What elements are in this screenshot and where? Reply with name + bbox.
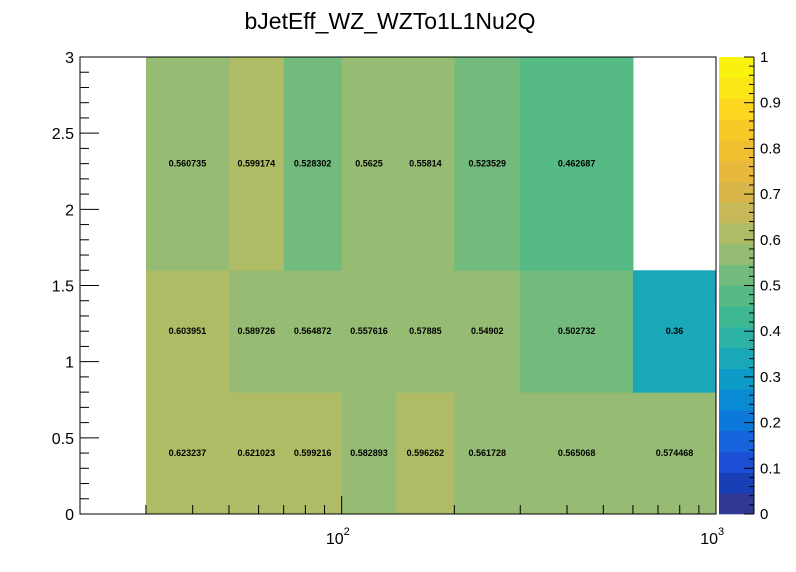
palette-swatch	[719, 202, 754, 224]
heatmap-cell	[454, 270, 521, 393]
cell-value-label: 0.596262	[407, 448, 445, 458]
cell-value-label: 0.621023	[238, 448, 276, 458]
palette-swatch	[719, 181, 754, 203]
cell-value-label: 0.565068	[558, 448, 596, 458]
y-tick-label: 1	[65, 355, 74, 372]
palette-swatch	[719, 160, 754, 182]
heatmap-cell	[341, 270, 397, 393]
palette-swatch	[719, 389, 754, 411]
cell-value-label: 0.523529	[469, 159, 507, 169]
heatmap-cell	[396, 57, 455, 271]
heatmap-cell	[454, 392, 521, 515]
heatmap-cell-labels: 0.623237 0.621023 0.599216 0.582893 0.596262…	[169, 159, 694, 458]
palette-tick-label: 0	[760, 506, 768, 523]
y-tick-label: 0	[65, 507, 74, 524]
palette-swatch	[719, 285, 754, 307]
heatmap-cell	[145, 270, 230, 393]
palette-swatch	[719, 327, 754, 349]
cell-value-label: 0.574468	[656, 448, 694, 458]
heatmap-cell	[520, 392, 634, 515]
x-tick-base: 10	[700, 531, 718, 548]
palette-swatch	[719, 306, 754, 328]
chart-title: bJetEff_WZ_WZTo1L1Nu2Q	[244, 8, 535, 34]
cell-value-label: 0.502732	[558, 326, 596, 336]
x-tick-exponent: 2	[344, 526, 350, 538]
cell-value-label: 0.55814	[409, 159, 442, 169]
heatmap-cell	[396, 392, 455, 515]
heatmap-cell	[632, 270, 717, 393]
heatmap-cell	[396, 270, 455, 393]
palette-swatch	[719, 451, 754, 473]
heatmap-cell	[341, 392, 397, 515]
palette-swatch	[719, 430, 754, 452]
cell-value-label: 0.599216	[294, 448, 332, 458]
heatmap-cell	[632, 392, 717, 515]
palette-tick-label: 0.1	[760, 460, 781, 477]
x-tick-base: 10	[326, 531, 344, 548]
palette-tick-label: 0.8	[760, 140, 781, 157]
palette-swatch	[719, 98, 754, 120]
palette-tick-label: 0.7	[760, 186, 781, 203]
palette-tick-label: 0.5	[760, 278, 781, 295]
cell-value-label: 0.561728	[469, 448, 507, 458]
cell-value-label: 0.599174	[238, 159, 276, 169]
heatmap-cell	[283, 57, 343, 271]
cell-value-label: 0.564872	[294, 326, 332, 336]
heatmap-cell	[228, 57, 285, 271]
palette-swatch	[719, 140, 754, 162]
heatmap-cell	[283, 392, 343, 515]
heatmap-cell	[145, 392, 230, 515]
palette-swatch	[719, 410, 754, 432]
heatmap-cell	[520, 57, 634, 271]
palette-swatch	[719, 77, 754, 99]
y-tick-label: 2	[65, 202, 74, 219]
y-tick-label: 3	[65, 50, 74, 67]
heatmap-cell	[520, 270, 634, 393]
palette-tick-label: 1	[760, 49, 768, 66]
heatmap-cell	[283, 270, 343, 393]
cell-value-label: 0.582893	[350, 448, 388, 458]
palette-tick-label: 0.3	[760, 369, 781, 386]
palette-swatch	[719, 347, 754, 369]
palette-swatch	[719, 119, 754, 141]
cell-value-label: 0.36	[666, 326, 684, 336]
palette-tick-label: 0.2	[760, 415, 781, 432]
cell-value-label: 0.560735	[169, 159, 207, 169]
heatmap-cell	[228, 392, 285, 515]
cell-value-label: 0.557616	[350, 326, 388, 336]
cell-value-label: 0.623237	[169, 448, 207, 458]
palette-swatch	[719, 472, 754, 494]
y-axis: 0 0.5 1 1.5 2 2.5 3	[52, 50, 99, 524]
palette-swatch	[719, 223, 754, 245]
cell-value-label: 0.603951	[169, 326, 207, 336]
cell-value-label: 0.589726	[238, 326, 276, 336]
heatmap-cell	[145, 57, 230, 271]
palette-swatch	[719, 368, 754, 390]
heatmap-cell	[341, 57, 397, 271]
y-tick-label: 1.5	[52, 279, 74, 296]
y-tick-label: 2.5	[52, 126, 74, 143]
cell-value-label: 0.57885	[409, 326, 442, 336]
cell-value-label: 0.54902	[471, 326, 504, 336]
cell-value-label: 0.528302	[294, 159, 332, 169]
palette-swatch	[719, 243, 754, 266]
palette-tick-label: 0.4	[760, 323, 781, 340]
heatmap-cell	[454, 57, 521, 271]
x-axis: 10 2 10 3	[79, 496, 724, 548]
heatmap-cell	[228, 270, 285, 393]
x-tick-exponent: 3	[718, 526, 724, 538]
heatmap-cells	[145, 57, 717, 515]
y-tick-label: 0.5	[52, 431, 74, 448]
cell-value-label: 0.5625	[355, 159, 383, 169]
x-tick-label: 10 3	[700, 526, 724, 548]
palette-swatch	[719, 493, 754, 515]
x-tick-label: 10 2	[326, 526, 350, 548]
palette-tick-label: 0.6	[760, 232, 781, 249]
cell-value-label: 0.462687	[558, 159, 596, 169]
color-palette-legend: 0 0.1 0.2 0.3 0.4 0.5 0.6 0.7 0.8 0.9 1	[719, 49, 781, 523]
palette-tick-label: 0.9	[760, 95, 781, 112]
palette-swatch	[719, 57, 754, 79]
palette-swatch	[719, 264, 754, 286]
